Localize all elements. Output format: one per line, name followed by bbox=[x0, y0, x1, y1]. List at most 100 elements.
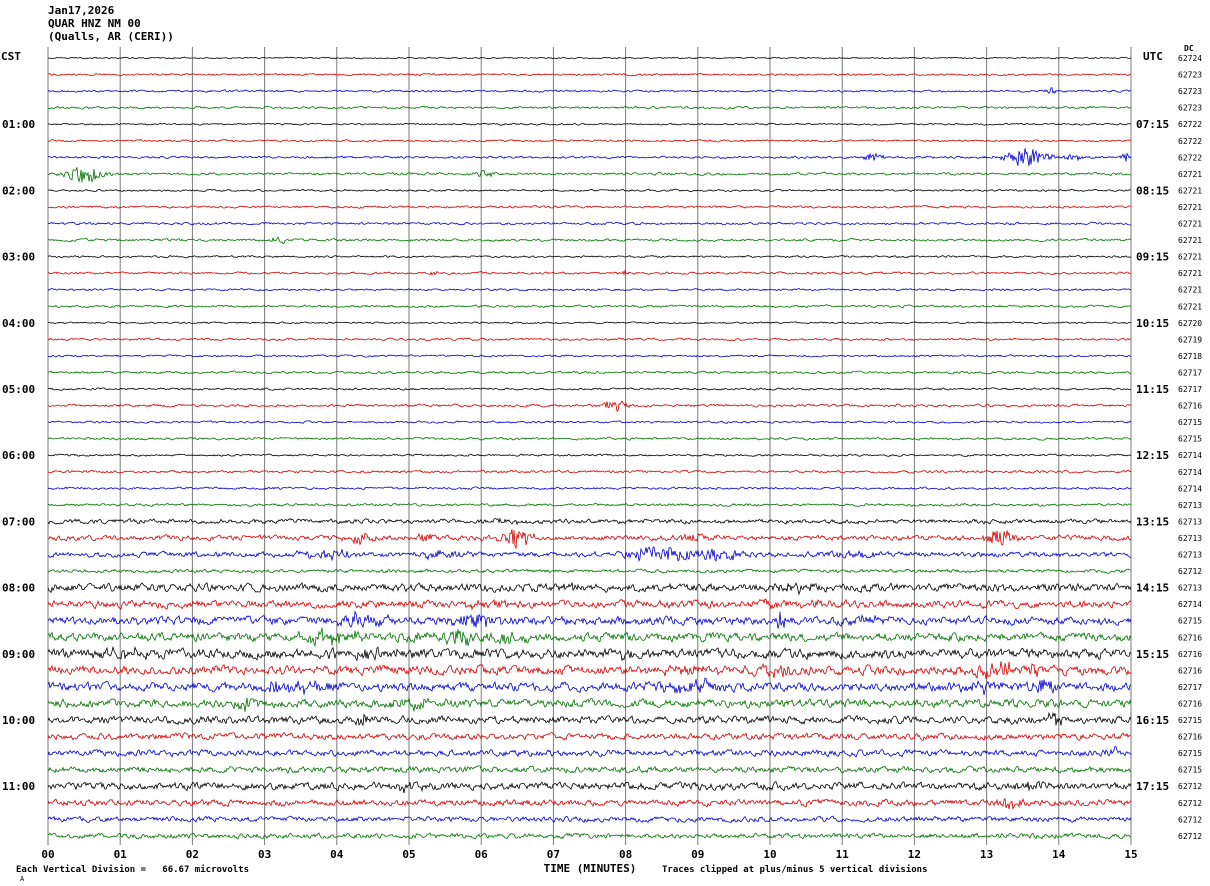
dc-offset-value: 62722 bbox=[1178, 120, 1202, 129]
seismogram-trace-15 bbox=[47, 304, 1132, 309]
seismogram-trace-36 bbox=[47, 645, 1132, 662]
x-tick-04: 04 bbox=[330, 848, 344, 861]
seismogram-trace-5 bbox=[47, 139, 1132, 143]
dc-offset-value: 62723 bbox=[1178, 104, 1202, 113]
utc-hour-label: 07:15 bbox=[1136, 118, 1169, 131]
cst-hour-label: 04:00 bbox=[2, 317, 35, 330]
seismogram-trace-22 bbox=[47, 420, 1132, 424]
dc-offset-value: 62714 bbox=[1178, 468, 1202, 477]
seismogram-trace-45 bbox=[47, 797, 1132, 811]
dc-offset-value: 62716 bbox=[1178, 633, 1202, 642]
dc-offset-value: 62716 bbox=[1178, 733, 1202, 742]
seismogram-trace-20 bbox=[47, 387, 1132, 391]
dc-offset-value: 62721 bbox=[1178, 236, 1202, 245]
dc-offset-value: 62717 bbox=[1178, 683, 1202, 692]
utc-hour-label: 13:15 bbox=[1136, 515, 1169, 528]
seismogram-trace-10 bbox=[47, 221, 1131, 226]
dc-offset-value: 62714 bbox=[1178, 451, 1202, 460]
x-axis-ticks: 00 01 02 03 04 05 06 07 08 09 10 11 12 13 14 15 bbox=[0, 848, 1210, 862]
seismogram-trace-18 bbox=[47, 354, 1132, 358]
dc-offset-value: 62715 bbox=[1178, 716, 1202, 725]
x-tick-03: 03 bbox=[257, 848, 272, 861]
dc-offset-value: 62713 bbox=[1178, 584, 1202, 593]
dc-offset-value: 62723 bbox=[1178, 71, 1202, 80]
dc-offset-value: 62724 bbox=[1178, 54, 1202, 63]
cst-hour-label: 07:00 bbox=[2, 515, 35, 528]
seismogram-trace-35 bbox=[47, 627, 1132, 648]
dc-offset-value: 62717 bbox=[1178, 368, 1202, 377]
x-tick-13: 13 bbox=[979, 848, 994, 861]
clipping-note: Traces clipped at plus/minus 5 vertical … bbox=[662, 865, 928, 875]
x-tick-02: 02 bbox=[185, 848, 200, 861]
x-tick-00: 00 bbox=[41, 848, 55, 861]
seismogram-trace-16 bbox=[47, 321, 1132, 325]
seismogram-trace-29 bbox=[47, 529, 1132, 550]
right-timezone-label: UTC bbox=[1143, 50, 1163, 63]
left-timezone-label: CST bbox=[1, 50, 21, 63]
seismogram-trace-44 bbox=[47, 780, 1132, 794]
dc-offset-value: 62712 bbox=[1178, 832, 1202, 841]
cst-hour-label: 03:00 bbox=[2, 251, 35, 264]
seismogram-trace-17 bbox=[47, 337, 1131, 342]
utc-hour-label: 16:15 bbox=[1136, 714, 1169, 727]
utc-hour-label: 10:15 bbox=[1136, 317, 1169, 330]
seismogram-trace-9 bbox=[47, 205, 1132, 209]
x-tick-05: 05 bbox=[402, 848, 416, 861]
title-block: Jan17,2026 QUAR HNZ NM 00 (Qualls, AR (C… bbox=[48, 4, 174, 43]
seismogram-trace-25 bbox=[48, 469, 1132, 474]
cst-hour-label: 06:00 bbox=[2, 449, 35, 462]
dc-offset-value: 62718 bbox=[1178, 352, 1202, 361]
dc-offset-value: 62716 bbox=[1178, 402, 1202, 411]
seismogram-trace-31 bbox=[47, 568, 1132, 574]
seismogram-trace-24 bbox=[47, 453, 1132, 457]
vertical-scale-note: Each Vertical Division = 66.67 microvolt… bbox=[16, 865, 249, 875]
x-tick-15: 15 bbox=[1124, 848, 1138, 861]
dc-offset-value: 62715 bbox=[1178, 435, 1202, 444]
utc-hour-label: 17:15 bbox=[1136, 780, 1169, 793]
dc-offset-value: 62715 bbox=[1178, 617, 1202, 626]
dc-offset-value: 62720 bbox=[1178, 319, 1202, 328]
cst-hour-label: 11:00 bbox=[2, 780, 35, 793]
dc-offset-value: 62714 bbox=[1178, 600, 1202, 609]
seismogram-trace-47 bbox=[47, 832, 1132, 840]
dc-offset-value: 62721 bbox=[1178, 269, 1202, 278]
x-tick-09: 09 bbox=[691, 848, 705, 861]
cst-hour-label: 05:00 bbox=[2, 383, 35, 396]
cst-hour-label: 02:00 bbox=[2, 184, 35, 197]
seismogram-trace-39 bbox=[47, 697, 1132, 712]
utc-hour-label: 15:15 bbox=[1136, 648, 1169, 661]
dc-offset-value: 62716 bbox=[1178, 699, 1202, 708]
seismogram-trace-42 bbox=[47, 745, 1132, 758]
seismogram-trace-3 bbox=[47, 105, 1132, 110]
dc-offset-value: 62713 bbox=[1178, 501, 1202, 510]
seismogram-trace-21 bbox=[47, 400, 1132, 412]
seismogram-trace-46 bbox=[47, 815, 1132, 824]
dc-offset-value: 62712 bbox=[1178, 567, 1202, 576]
seismogram-trace-14 bbox=[47, 288, 1131, 292]
dc-offset-value: 62722 bbox=[1178, 153, 1202, 162]
dc-offset-value: 62713 bbox=[1178, 551, 1202, 560]
x-axis-title: TIME (MINUTES) bbox=[543, 862, 637, 875]
seismogram-trace-8 bbox=[47, 188, 1132, 193]
seismogram-trace-38 bbox=[47, 677, 1132, 696]
dc-offset-value: 62721 bbox=[1178, 186, 1202, 195]
dc-offset-value: 62715 bbox=[1178, 749, 1202, 758]
cst-hour-label: 09:00 bbox=[2, 648, 35, 661]
x-tick-14: 14 bbox=[1052, 848, 1066, 861]
x-tick-01: 01 bbox=[113, 848, 127, 861]
dc-offset-value: 62715 bbox=[1178, 418, 1202, 427]
seismogram-trace-1 bbox=[47, 72, 1132, 77]
dc-offset-value: 62712 bbox=[1178, 799, 1202, 808]
dc-offset-value: 62712 bbox=[1178, 782, 1202, 791]
location-title: (Qualls, AR (CERI)) bbox=[48, 30, 174, 43]
seismogram-trace-6 bbox=[47, 148, 1132, 166]
dc-offset-value: 62716 bbox=[1178, 666, 1202, 675]
seismogram-trace-40 bbox=[47, 711, 1132, 727]
seismogram-trace-23 bbox=[47, 436, 1132, 441]
dc-offset-value: 62716 bbox=[1178, 650, 1202, 659]
dc-offset-value: 62722 bbox=[1178, 137, 1202, 146]
seismogram-trace-2 bbox=[47, 87, 1132, 95]
seismogram-trace-41 bbox=[47, 732, 1132, 742]
seismogram-trace-26 bbox=[47, 486, 1132, 491]
